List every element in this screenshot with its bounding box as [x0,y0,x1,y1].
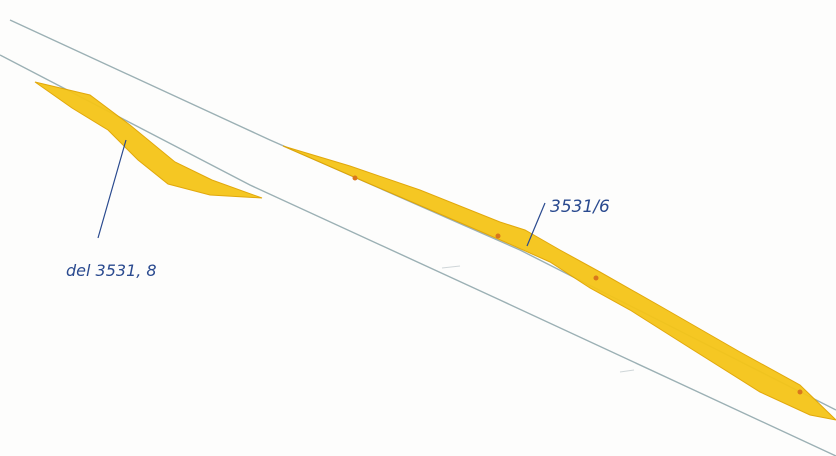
paper-speck [441,265,461,269]
parcel-area-left [34,81,263,199]
leader-line-right [526,202,546,247]
leader-line-left [97,139,127,239]
paper-speck [619,369,635,373]
parcel-label-left: del 3531, 8 [66,261,157,280]
marker-spot [593,275,599,281]
boundary-line-lower [0,54,836,456]
marker-spot [352,175,358,181]
parcel-label-right: 3531/6 [550,197,610,217]
marker-spot [495,233,501,239]
marker-spot [797,389,803,395]
parcel-area-right [282,145,836,421]
